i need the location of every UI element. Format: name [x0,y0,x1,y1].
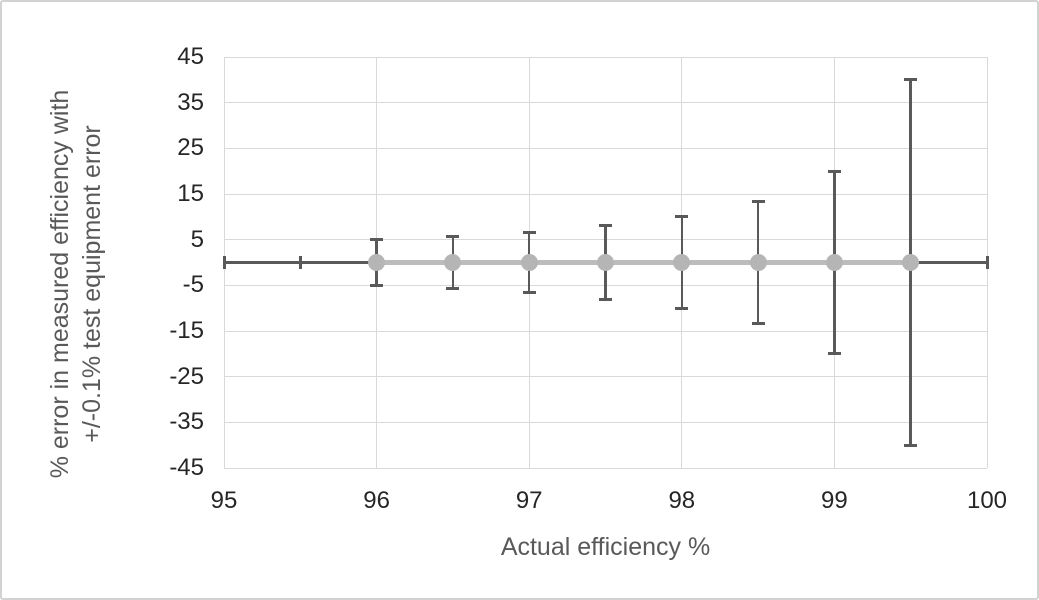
x-tick-label: 96 [363,487,390,514]
y-error-bar-cap-bottom [370,283,384,287]
y-error-bar-cap-top [827,169,841,173]
data-point-marker [597,254,614,271]
y-tick-label: 5 [190,225,204,253]
data-point-marker [444,254,462,271]
y-tick-label: -25 [169,362,204,390]
gridline-horizontal [224,56,987,58]
y-error-bar-cap-top [675,215,689,219]
y-axis-title: % error in measured efficiency with +/-0… [44,90,108,479]
y-tick-label: 15 [177,180,204,207]
y-error-bar-cap-top [370,238,384,242]
series-line [376,260,911,265]
y-tick-label: -35 [169,408,204,436]
y-error-bar-cap-top [599,224,612,228]
x-error-bar-cap [222,256,226,269]
y-tick-label: -15 [169,317,204,344]
y-tick-label: -45 [169,454,204,481]
gridline-horizontal [224,147,987,149]
gridline-horizontal [224,102,987,104]
data-point-marker [825,254,843,271]
data-point-marker [368,254,386,271]
x-tick-label: 95 [210,487,238,514]
y-axis-title-line1: % error in measured efficiency with [46,89,74,479]
gridline-horizontal [224,421,987,423]
y-error-bar-cap-bottom [446,287,460,291]
x-tick-label: 99 [821,487,848,514]
x-error-bar-cap [985,256,989,269]
x-tick-label: 100 [966,487,1008,514]
y-error-bar-cap-bottom [675,306,689,310]
x-tick-label: 98 [668,487,696,514]
y-axis-title-line2: +/-0.1% test equipment error [78,125,106,443]
y-error-bar-cap-bottom [522,291,536,295]
x-tick-label: 97 [515,487,543,514]
y-error-bar-cap-bottom [904,443,918,447]
data-point-marker [902,254,920,271]
data-point-marker [673,254,691,271]
gridline-horizontal [224,193,987,195]
y-error-bar-cap-bottom [751,321,765,325]
gridline-horizontal [224,376,987,378]
y-error-bar-cap-top [522,230,536,234]
y-tick-label: 25 [177,134,204,162]
y-error-bar-cap-top [751,200,765,204]
y-error-bar-cap-top [904,78,918,82]
y-tick-label: 35 [177,88,204,116]
data-point-marker [520,254,538,271]
data-point-marker [749,254,767,271]
y-error-bar-cap-top [446,234,460,238]
y-error-bar-cap-bottom [599,297,612,301]
gridline-horizontal [224,330,987,332]
y-tick-label: -5 [182,271,204,299]
gridline-horizontal [224,467,987,469]
y-tick-label: 45 [177,43,204,70]
x-axis-title: Actual efficiency % [500,533,711,561]
y-error-bar-cap-bottom [827,352,841,356]
x-error-bar-cap [298,256,302,269]
